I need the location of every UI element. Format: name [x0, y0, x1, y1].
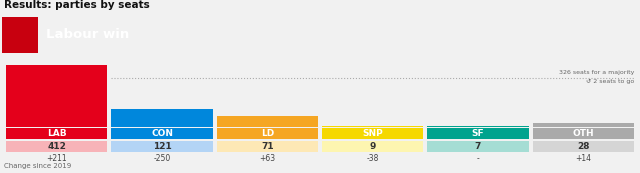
- Text: +211: +211: [46, 154, 67, 163]
- Text: 412: 412: [47, 142, 66, 151]
- Text: 121: 121: [152, 142, 172, 151]
- Bar: [6, 141, 108, 152]
- Text: Change since 2019: Change since 2019: [4, 163, 71, 169]
- Bar: [532, 128, 634, 139]
- Bar: [322, 128, 423, 139]
- Text: OTH: OTH: [573, 129, 594, 138]
- Text: -: -: [477, 154, 479, 163]
- Bar: [217, 141, 318, 152]
- Bar: [322, 126, 424, 127]
- Text: ↺ 2 seats to go: ↺ 2 seats to go: [586, 79, 634, 84]
- Text: 71: 71: [261, 142, 274, 151]
- Bar: [111, 128, 212, 139]
- Text: LD: LD: [260, 129, 274, 138]
- Text: 👤: 👤: [15, 26, 25, 44]
- Bar: [428, 141, 529, 152]
- Bar: [322, 141, 423, 152]
- Text: 7: 7: [475, 142, 481, 151]
- Text: Labour win: Labour win: [46, 29, 129, 42]
- Bar: [111, 141, 212, 152]
- Text: -38: -38: [367, 154, 379, 163]
- Bar: [217, 128, 318, 139]
- Bar: [428, 126, 529, 127]
- Bar: [2, 17, 38, 53]
- Bar: [6, 128, 108, 139]
- Text: 28: 28: [577, 142, 589, 151]
- Text: SNP: SNP: [362, 129, 383, 138]
- Bar: [216, 116, 318, 127]
- Text: LAB: LAB: [47, 129, 67, 138]
- Bar: [428, 128, 529, 139]
- Text: +14: +14: [575, 154, 591, 163]
- Text: 326 seats for a majority: 326 seats for a majority: [559, 70, 634, 75]
- Text: -250: -250: [154, 154, 171, 163]
- Text: Results: parties by seats: Results: parties by seats: [4, 0, 150, 10]
- Bar: [532, 123, 634, 127]
- Bar: [6, 65, 108, 127]
- Text: CON: CON: [151, 129, 173, 138]
- Text: SF: SF: [472, 129, 484, 138]
- Text: +63: +63: [259, 154, 275, 163]
- Text: 9: 9: [369, 142, 376, 151]
- Bar: [532, 141, 634, 152]
- Bar: [111, 109, 212, 127]
